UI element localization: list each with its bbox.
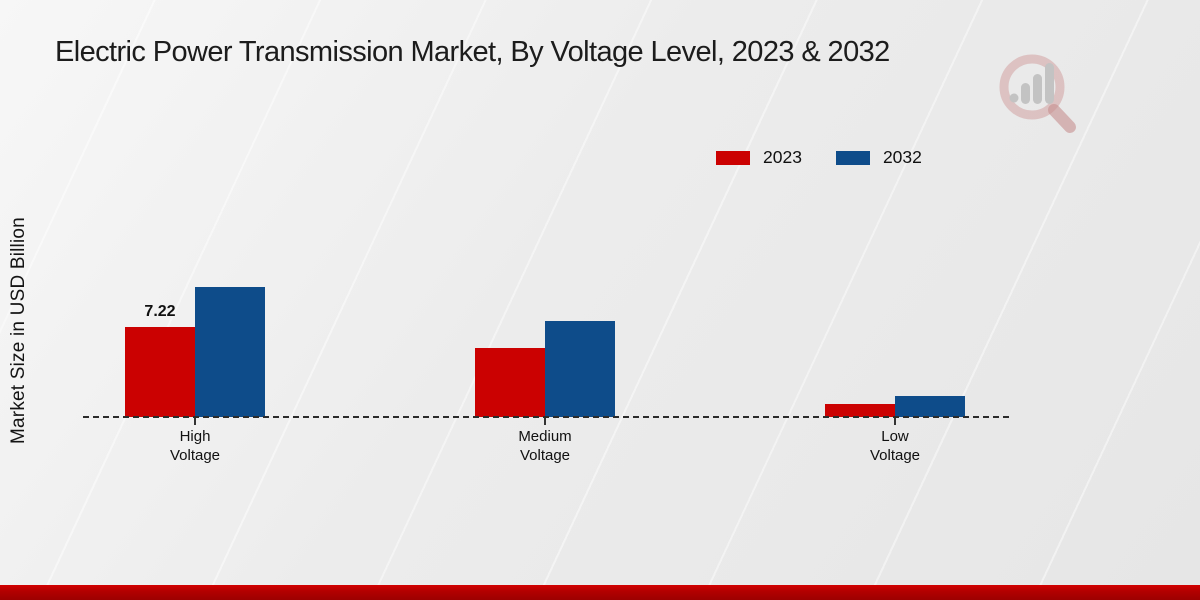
magnifier-ring-icon	[999, 54, 1065, 120]
logo-dot-icon	[1009, 93, 1019, 103]
footer-red-band	[0, 585, 1200, 600]
x-axis-tick-low-voltage	[894, 418, 896, 425]
magnifier-handle-icon	[1048, 104, 1076, 133]
logo-bar-tall-icon	[1045, 63, 1054, 104]
x-axis-baseline	[83, 416, 1009, 418]
legend-swatch-2032	[835, 150, 870, 165]
logo-bar-medium-icon	[1033, 74, 1042, 104]
data-label-2023-high-voltage: 7.22	[144, 303, 176, 320]
legend-item-2032: 2032	[835, 147, 922, 168]
bar-2023-medium-voltage	[475, 348, 545, 417]
bar-2032-high-voltage	[195, 287, 265, 417]
legend-swatch-2023	[716, 150, 750, 165]
category-label-medium-voltage: Medium Voltage	[518, 428, 572, 464]
y-axis-label: Market Size in USD Billion	[8, 217, 29, 445]
bar-2032-low-voltage	[895, 396, 965, 417]
chart-title: Electric Power Transmission Market, By V…	[55, 36, 890, 68]
legend-label-2023: 2023	[763, 147, 802, 167]
bar-2023-low-voltage	[825, 404, 895, 417]
legend-item-2023: 2023	[716, 147, 802, 168]
legend: 2023 2032	[716, 147, 922, 168]
bar-2032-medium-voltage	[545, 321, 615, 417]
category-label-low-voltage: Low Voltage	[869, 428, 921, 464]
bar-2023-high-voltage	[125, 327, 195, 417]
x-axis-tick-medium-voltage	[544, 418, 546, 425]
logo-bar-small-icon	[1021, 83, 1030, 104]
legend-label-2032: 2032	[882, 147, 922, 167]
brand-watermark-logo	[999, 54, 1076, 133]
x-axis-tick-high-voltage	[194, 418, 196, 425]
category-label-high-voltage: High Voltage	[169, 428, 221, 464]
